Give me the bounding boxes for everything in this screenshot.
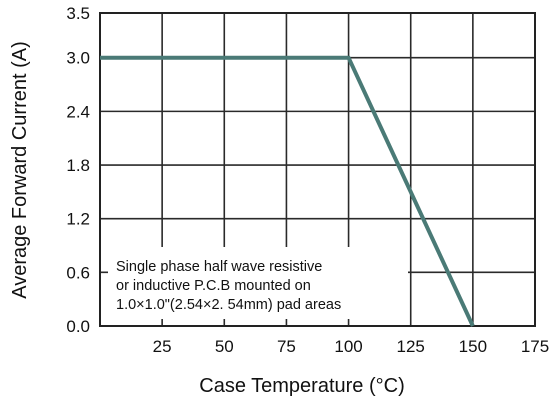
x-tick-label-2: 75 (277, 337, 296, 356)
y-tick-label-5: 3.0 (66, 49, 90, 68)
annotation-line-3: 1.0×1.0"(2.54×2. 54mm) pad areas (116, 297, 341, 313)
annotation-background (108, 247, 408, 319)
x-tick-label-6: 175 (521, 337, 549, 356)
x-tick-label-0: 25 (153, 337, 172, 356)
annotation-line-2: or inductive P.C.B mounted on (116, 278, 311, 294)
y-axis-label: Average Forward Current (A) (9, 41, 31, 299)
y-tick-label-4: 2.4 (66, 102, 90, 121)
y-axis-ticks: 0.0 0.6 1.2 1.8 2.4 3.0 3.5 (66, 4, 90, 336)
x-tick-label-3: 100 (334, 337, 362, 356)
x-tick-label-1: 50 (215, 337, 234, 356)
annotation-line-1: Single phase half wave resistive (116, 259, 322, 275)
series-layer (100, 55, 475, 327)
y-tick-label-6: 3.5 (66, 4, 90, 23)
y-tick-label-1: 0.6 (66, 263, 90, 282)
x-axis-ticks: 25 50 75 100 125 150 175 (153, 337, 550, 356)
series-line-0 (100, 55, 475, 327)
y-tick-label-3: 1.8 (66, 156, 90, 175)
x-tick-label-4: 125 (397, 337, 425, 356)
y-tick-label-2: 1.2 (66, 210, 90, 229)
x-tick-label-5: 150 (459, 337, 487, 356)
y-tick-label-0: 0.0 (66, 317, 90, 336)
x-axis-label: Case Temperature (°C) (199, 375, 404, 397)
plot-frame (99, 12, 536, 327)
